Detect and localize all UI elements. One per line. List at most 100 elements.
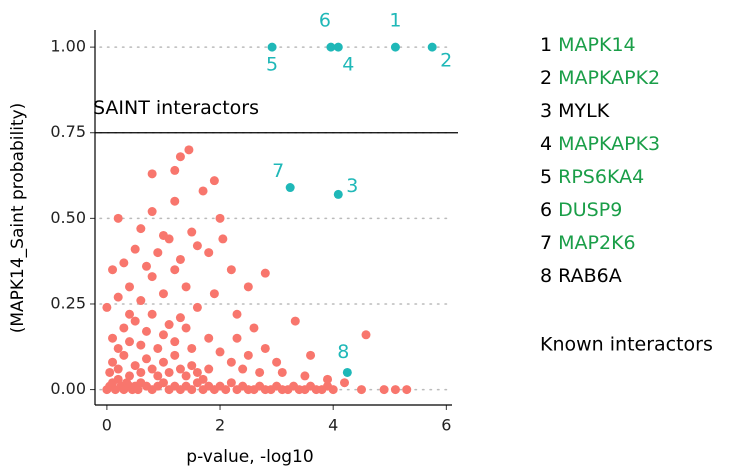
point <box>105 367 115 377</box>
point <box>187 385 197 395</box>
legend-number: 2 <box>540 67 552 89</box>
point <box>125 282 135 292</box>
point <box>113 213 123 223</box>
point <box>170 265 180 275</box>
legend-entry: 5 RPS6KA4 <box>540 166 644 188</box>
point <box>215 347 225 357</box>
point <box>130 316 140 326</box>
point <box>153 343 163 353</box>
point <box>125 337 135 347</box>
legend-name: MAP2K6 <box>558 232 635 254</box>
point <box>164 320 174 330</box>
legend-number: 5 <box>540 166 552 188</box>
point-label: 1 <box>389 10 401 32</box>
point <box>272 357 282 367</box>
legend-number: 6 <box>540 199 552 221</box>
point <box>119 323 129 333</box>
legend-entry: 6 DUSP9 <box>540 199 622 221</box>
point <box>427 42 437 52</box>
point <box>102 302 112 312</box>
point <box>243 350 253 360</box>
legend-name: MAPK14 <box>558 34 635 56</box>
point <box>136 367 146 377</box>
point <box>340 378 350 388</box>
threshold-label: SAINT interactors <box>93 97 259 119</box>
point <box>170 350 180 360</box>
legend-name: MYLK <box>558 100 610 122</box>
legend-entry: 7 MAP2K6 <box>540 232 636 254</box>
point <box>158 230 168 240</box>
point <box>113 343 123 353</box>
point <box>204 364 214 374</box>
point <box>198 374 208 384</box>
point <box>147 169 157 179</box>
point <box>232 309 242 319</box>
point <box>158 357 168 367</box>
point-label: 5 <box>266 54 278 76</box>
x-tick-label: 0 <box>102 416 112 435</box>
point <box>243 282 253 292</box>
point <box>153 371 163 381</box>
point <box>306 350 316 360</box>
point <box>187 361 197 371</box>
legend-number: 1 <box>540 34 552 56</box>
legend-entry: 3 MYLK <box>540 100 610 122</box>
point <box>175 152 185 162</box>
y-tick-label: 0.00 <box>50 379 86 398</box>
point <box>290 316 300 326</box>
x-tick-label: 4 <box>328 416 338 435</box>
point <box>226 265 236 275</box>
point <box>136 340 146 350</box>
point <box>184 145 194 155</box>
y-tick-label: 0.75 <box>50 122 86 141</box>
point <box>255 367 265 377</box>
point <box>333 189 343 199</box>
point <box>215 213 225 223</box>
point <box>158 289 168 299</box>
legend-number: 8 <box>540 265 552 287</box>
point <box>175 364 185 374</box>
point <box>108 333 118 343</box>
point <box>204 333 214 343</box>
point <box>192 367 202 377</box>
point <box>133 385 143 395</box>
legend-number: 4 <box>540 133 552 155</box>
point <box>249 323 259 333</box>
point <box>141 261 151 271</box>
point <box>170 196 180 206</box>
legend-name: RPS6KA4 <box>558 166 644 188</box>
point <box>119 258 129 268</box>
point <box>300 371 310 381</box>
point <box>181 282 191 292</box>
point <box>119 350 129 360</box>
point <box>170 165 180 175</box>
point <box>326 42 336 52</box>
point <box>226 378 236 388</box>
point <box>356 385 366 395</box>
point <box>323 374 333 384</box>
point <box>209 289 219 299</box>
point <box>164 367 174 377</box>
point <box>175 254 185 264</box>
point <box>198 186 208 196</box>
point <box>221 385 231 395</box>
legend-entry: 1 MAPK14 <box>540 34 636 56</box>
point <box>204 248 214 258</box>
known-label: Known interactors <box>540 334 713 356</box>
point <box>238 364 248 374</box>
point <box>130 244 140 254</box>
point <box>108 265 118 275</box>
point <box>125 371 135 381</box>
y-axis-label: (MAPK14_Saint probability) <box>8 103 28 334</box>
legend-number: 7 <box>540 232 552 254</box>
legend-name: MAPKAPK2 <box>558 67 660 89</box>
legend-entry: 2 MAPKAPK2 <box>540 67 660 89</box>
legend-name: DUSP9 <box>558 199 622 221</box>
legend-name: MAPKAPK3 <box>558 133 660 155</box>
point <box>136 224 146 234</box>
point <box>141 354 151 364</box>
point <box>209 176 219 186</box>
legend-number: 3 <box>540 100 552 122</box>
y-tick-label: 0.50 <box>50 208 86 227</box>
